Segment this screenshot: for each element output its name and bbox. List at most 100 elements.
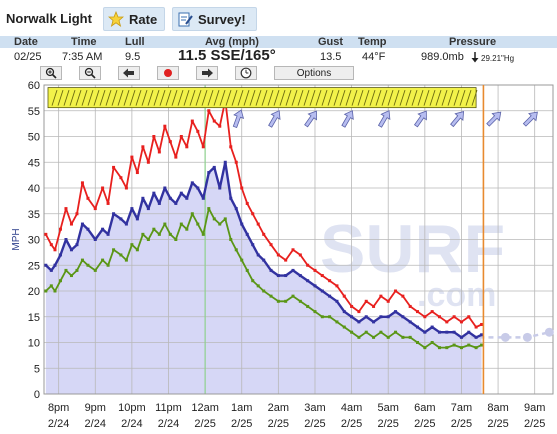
banner-hatch [153, 90, 160, 106]
avg-point [256, 253, 260, 257]
lull-point [240, 258, 244, 262]
banner-hatch [429, 90, 436, 106]
gust-point [53, 248, 57, 252]
banner-hatch [357, 90, 364, 106]
lull-point [196, 222, 200, 226]
gust-point [416, 310, 420, 314]
banner-hatch [285, 90, 292, 106]
gust-point [437, 315, 441, 319]
avg-point [401, 315, 405, 319]
banner-hatch [207, 90, 214, 106]
x-tick-date-label: 2/25 [231, 418, 252, 430]
banner-hatch [129, 90, 136, 106]
lull-point [284, 299, 288, 303]
banner-hatch [117, 90, 124, 106]
banner-hatch [447, 90, 454, 106]
lull-point [119, 253, 123, 257]
rate-button[interactable]: Rate [103, 7, 165, 31]
y-tick-label: 40 [28, 183, 40, 195]
clipboard-pencil-icon [178, 12, 193, 27]
top-bar: Norwalk Light Rate Survey! [0, 0, 557, 36]
lull-point [364, 330, 368, 334]
lull-point [430, 341, 434, 344]
zoom-in-button[interactable] [40, 66, 62, 80]
lull-point [437, 346, 441, 350]
gust-point [423, 315, 427, 319]
gust-point [49, 243, 53, 247]
gust-header: Gust [318, 36, 344, 48]
back-button[interactable] [118, 66, 140, 80]
banner-hatch [381, 90, 388, 106]
avg-point [185, 196, 189, 200]
y-tick-label: 5 [34, 363, 40, 375]
avg-point [430, 325, 434, 329]
banner-hatch [369, 90, 376, 106]
gust-point [474, 325, 478, 329]
avg-point [251, 243, 255, 247]
banner-hatch [321, 90, 328, 106]
lull-point [185, 227, 189, 231]
gust-point [119, 176, 123, 180]
x-tick-date-label: 2/25 [268, 418, 289, 430]
pressure-falling-arrow-icon [471, 52, 479, 63]
lull-point [335, 320, 339, 324]
banner-hatch [123, 90, 130, 106]
lull-point [423, 346, 427, 350]
gust-point [459, 320, 463, 324]
banner-hatch [105, 90, 112, 106]
lull-point [269, 294, 273, 298]
banner-hatch [399, 90, 406, 106]
gust-point [58, 227, 62, 231]
avg-point [112, 212, 116, 216]
x-tick-date-label: 2/25 [524, 418, 545, 430]
avg-point [372, 320, 376, 324]
avg-point [80, 222, 84, 226]
banner-hatch [303, 90, 310, 106]
gust-point [75, 212, 79, 216]
survey-button[interactable]: Survey! [172, 7, 257, 31]
x-tick-time-label: 2am [268, 402, 289, 414]
lull-point [190, 212, 194, 216]
time-button[interactable] [235, 66, 257, 80]
gust-point [212, 119, 216, 123]
lull-point [245, 268, 249, 272]
lull-point [320, 315, 324, 319]
live-button[interactable] [157, 66, 179, 80]
gust-point [408, 304, 412, 308]
lull-line [45, 207, 482, 349]
watermark-text-surf: SURF [320, 211, 505, 287]
gust-point [240, 186, 244, 190]
x-tick-date-label: 2/25 [304, 418, 325, 430]
avg-point [49, 268, 53, 272]
gust-point [157, 150, 161, 154]
lull-point [357, 335, 361, 339]
banner-hatch [237, 90, 244, 106]
lull-point [379, 330, 383, 334]
lull-point [86, 263, 90, 267]
gust-point [364, 299, 368, 303]
avg-point [223, 160, 227, 164]
y-tick-label: 35 [28, 209, 40, 221]
lull-point [93, 268, 97, 272]
avg-point [350, 315, 354, 319]
lull-point [179, 222, 183, 226]
gust-point [124, 186, 128, 190]
gust-point [64, 207, 68, 211]
banner-hatch [249, 90, 256, 106]
options-button[interactable]: Options [274, 66, 354, 80]
gust-point [218, 124, 222, 128]
banner-hatch [351, 90, 358, 106]
avg-point [207, 171, 211, 175]
banner-hatch [81, 90, 88, 106]
avg-point [284, 274, 288, 278]
banner-hatch [441, 90, 448, 106]
gust-point [163, 124, 167, 128]
gust-point [245, 201, 249, 205]
lull-point [146, 238, 150, 241]
forward-button[interactable] [196, 66, 218, 80]
zoom-out-button[interactable] [79, 66, 101, 80]
x-tick-date-label: 2/25 [378, 418, 399, 430]
lull-point [201, 232, 205, 236]
lull-point [163, 222, 167, 226]
x-tick-time-label: 6am [414, 402, 435, 414]
